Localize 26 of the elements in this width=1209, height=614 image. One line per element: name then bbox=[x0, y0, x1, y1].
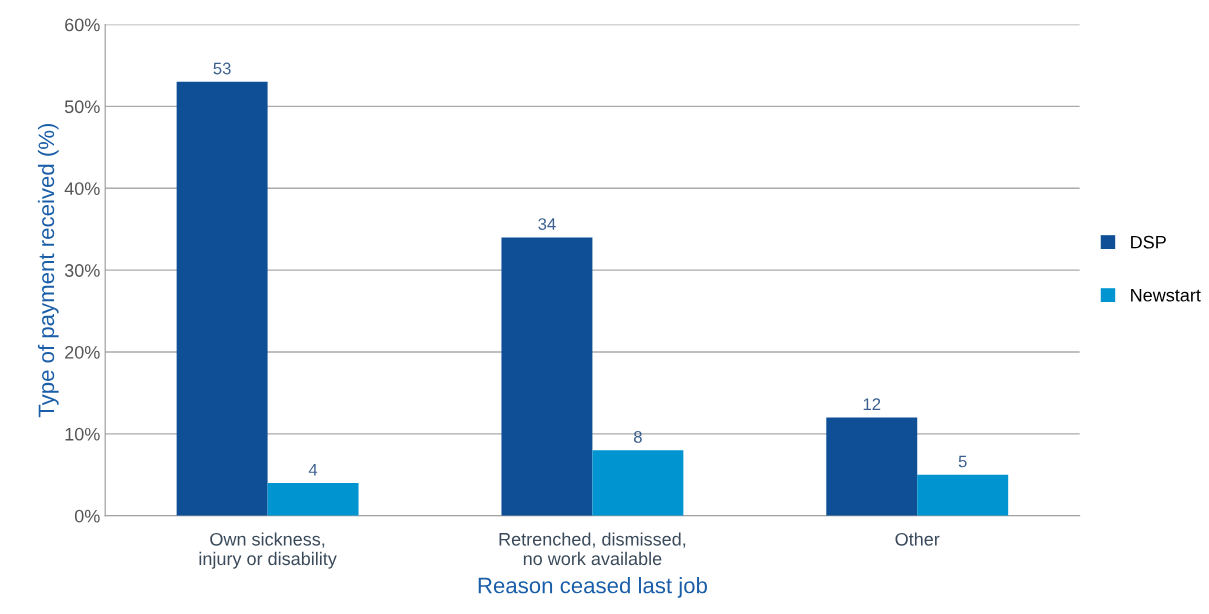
bar bbox=[592, 450, 684, 516]
bar bbox=[267, 483, 359, 516]
legend-label: DSP bbox=[1131, 235, 1166, 249]
legend-label: Newstart bbox=[1131, 288, 1201, 302]
bar bbox=[917, 474, 1009, 516]
x-tick-label: Own sickness, injury or disability bbox=[199, 532, 337, 569]
bar bbox=[826, 417, 918, 516]
y-tick-label: 20% bbox=[65, 345, 100, 359]
y-tick-label: 40% bbox=[64, 182, 100, 196]
data-label: 8 bbox=[633, 431, 642, 443]
bar bbox=[176, 81, 268, 516]
data-label: 4 bbox=[308, 463, 318, 476]
y-tick-label: 60% bbox=[65, 18, 100, 32]
x-axis-title: Reason ceased last job bbox=[478, 577, 707, 598]
y-axis-title: Type of payment received (%) bbox=[37, 123, 59, 418]
y-tick-label: 50% bbox=[64, 100, 100, 114]
data-label: 53 bbox=[213, 62, 231, 75]
y-tick-label: 10% bbox=[65, 427, 100, 441]
x-tick-label: Other bbox=[895, 532, 940, 546]
x-tick-label: Retrenched, dismissed, no work available bbox=[499, 532, 686, 566]
data-label: 12 bbox=[863, 398, 881, 410]
data-label: 5 bbox=[958, 455, 967, 468]
y-tick-label: 30% bbox=[64, 264, 100, 277]
bar bbox=[501, 237, 593, 516]
y-tick-label: 0% bbox=[74, 509, 100, 523]
data-label: 34 bbox=[538, 218, 556, 230]
